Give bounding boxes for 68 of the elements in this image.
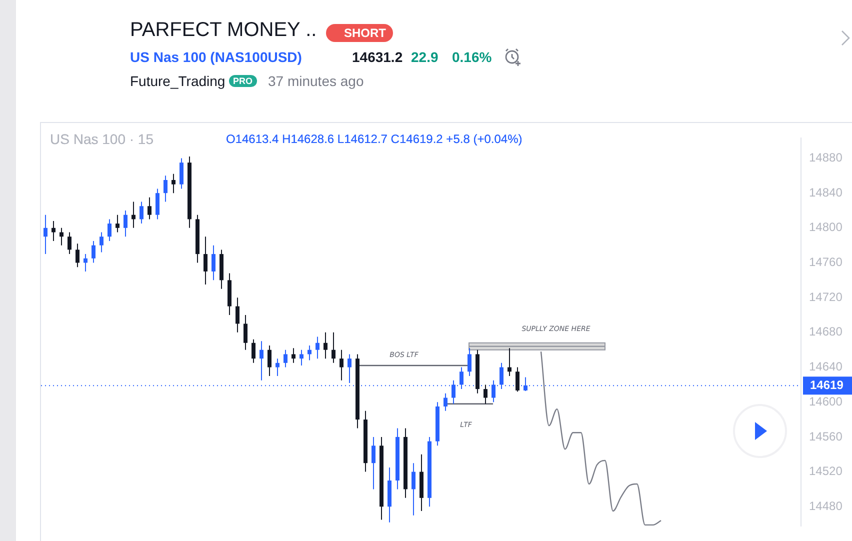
candlestick [268,345,272,376]
candlestick [244,314,248,350]
candlestick [508,348,512,376]
candlestick [484,384,488,404]
candlestick [460,366,464,390]
candlestick [412,462,416,516]
candlestick [300,349,304,366]
y-tick-label: 14640 [809,360,843,374]
candlestick [276,358,280,376]
y-tick-label: 14520 [809,464,843,478]
y-tick-label: 14680 [809,324,843,339]
annotation: O14613.4 H14628.6 L14612.7 C14619.2 +5.8 (+0.04%) [226,132,522,146]
candlestick [500,362,504,390]
y-tick-label: 14800 [809,220,843,234]
chart-subtitle: US Nas 100 (NAS100USD) [130,49,302,65]
candlestick [76,243,80,268]
candlestick [156,188,160,220]
y-tick-label: 14600 [809,394,843,408]
text: SHORT [326,24,393,42]
candlestick [444,392,448,412]
text: Future_Trading [130,73,226,89]
candlestick [284,349,288,368]
candlestick [68,232,72,255]
text: 14631.2 [352,49,403,65]
candlestick [236,297,240,333]
candlestick [148,196,152,220]
text: 37 minutes ago [268,73,364,89]
candlestick [252,338,256,364]
candlestick [348,354,352,384]
candlestick [44,214,48,255]
y-tick-label: 14560 [809,429,843,444]
text: 0.16% [452,49,492,65]
candlestick [124,210,128,238]
candlestick [332,332,336,364]
candlestick [132,201,136,228]
candlestick [308,345,312,361]
candlestick [516,366,520,392]
candlestick [172,173,176,194]
candlestick [108,218,112,242]
y-tick-label: 14720 [809,290,843,304]
candlestick [60,227,64,246]
ref-line-label: 14619 [810,378,844,392]
candlestick [84,254,88,272]
candlestick [316,336,320,360]
y-tick-label: 14760 [809,255,843,270]
candlestick [116,214,120,233]
candlestick [340,349,344,381]
text: PRO [229,75,257,87]
candlestick [204,236,208,286]
y-tick-label: 14480 [809,498,843,513]
annotation: US Nas 100 · 15 [50,131,154,147]
candlestick [180,158,184,190]
candlestick [100,232,104,253]
candlestick [372,436,376,490]
text: 22.9 [411,49,438,65]
candlestick [52,220,56,242]
candlestick [292,348,296,364]
candlestick [92,240,96,264]
candlestick [164,175,168,202]
candlestick [324,332,328,360]
candlestick [212,244,216,281]
candlestick [260,340,264,381]
candlestick [140,201,144,224]
chart-title: PARFECT MONEY .. [130,19,317,42]
y-tick-label: 14880 [809,150,843,165]
y-tick-label: 14840 [809,185,843,200]
candlestick [468,348,472,376]
line-series [540,351,662,526]
